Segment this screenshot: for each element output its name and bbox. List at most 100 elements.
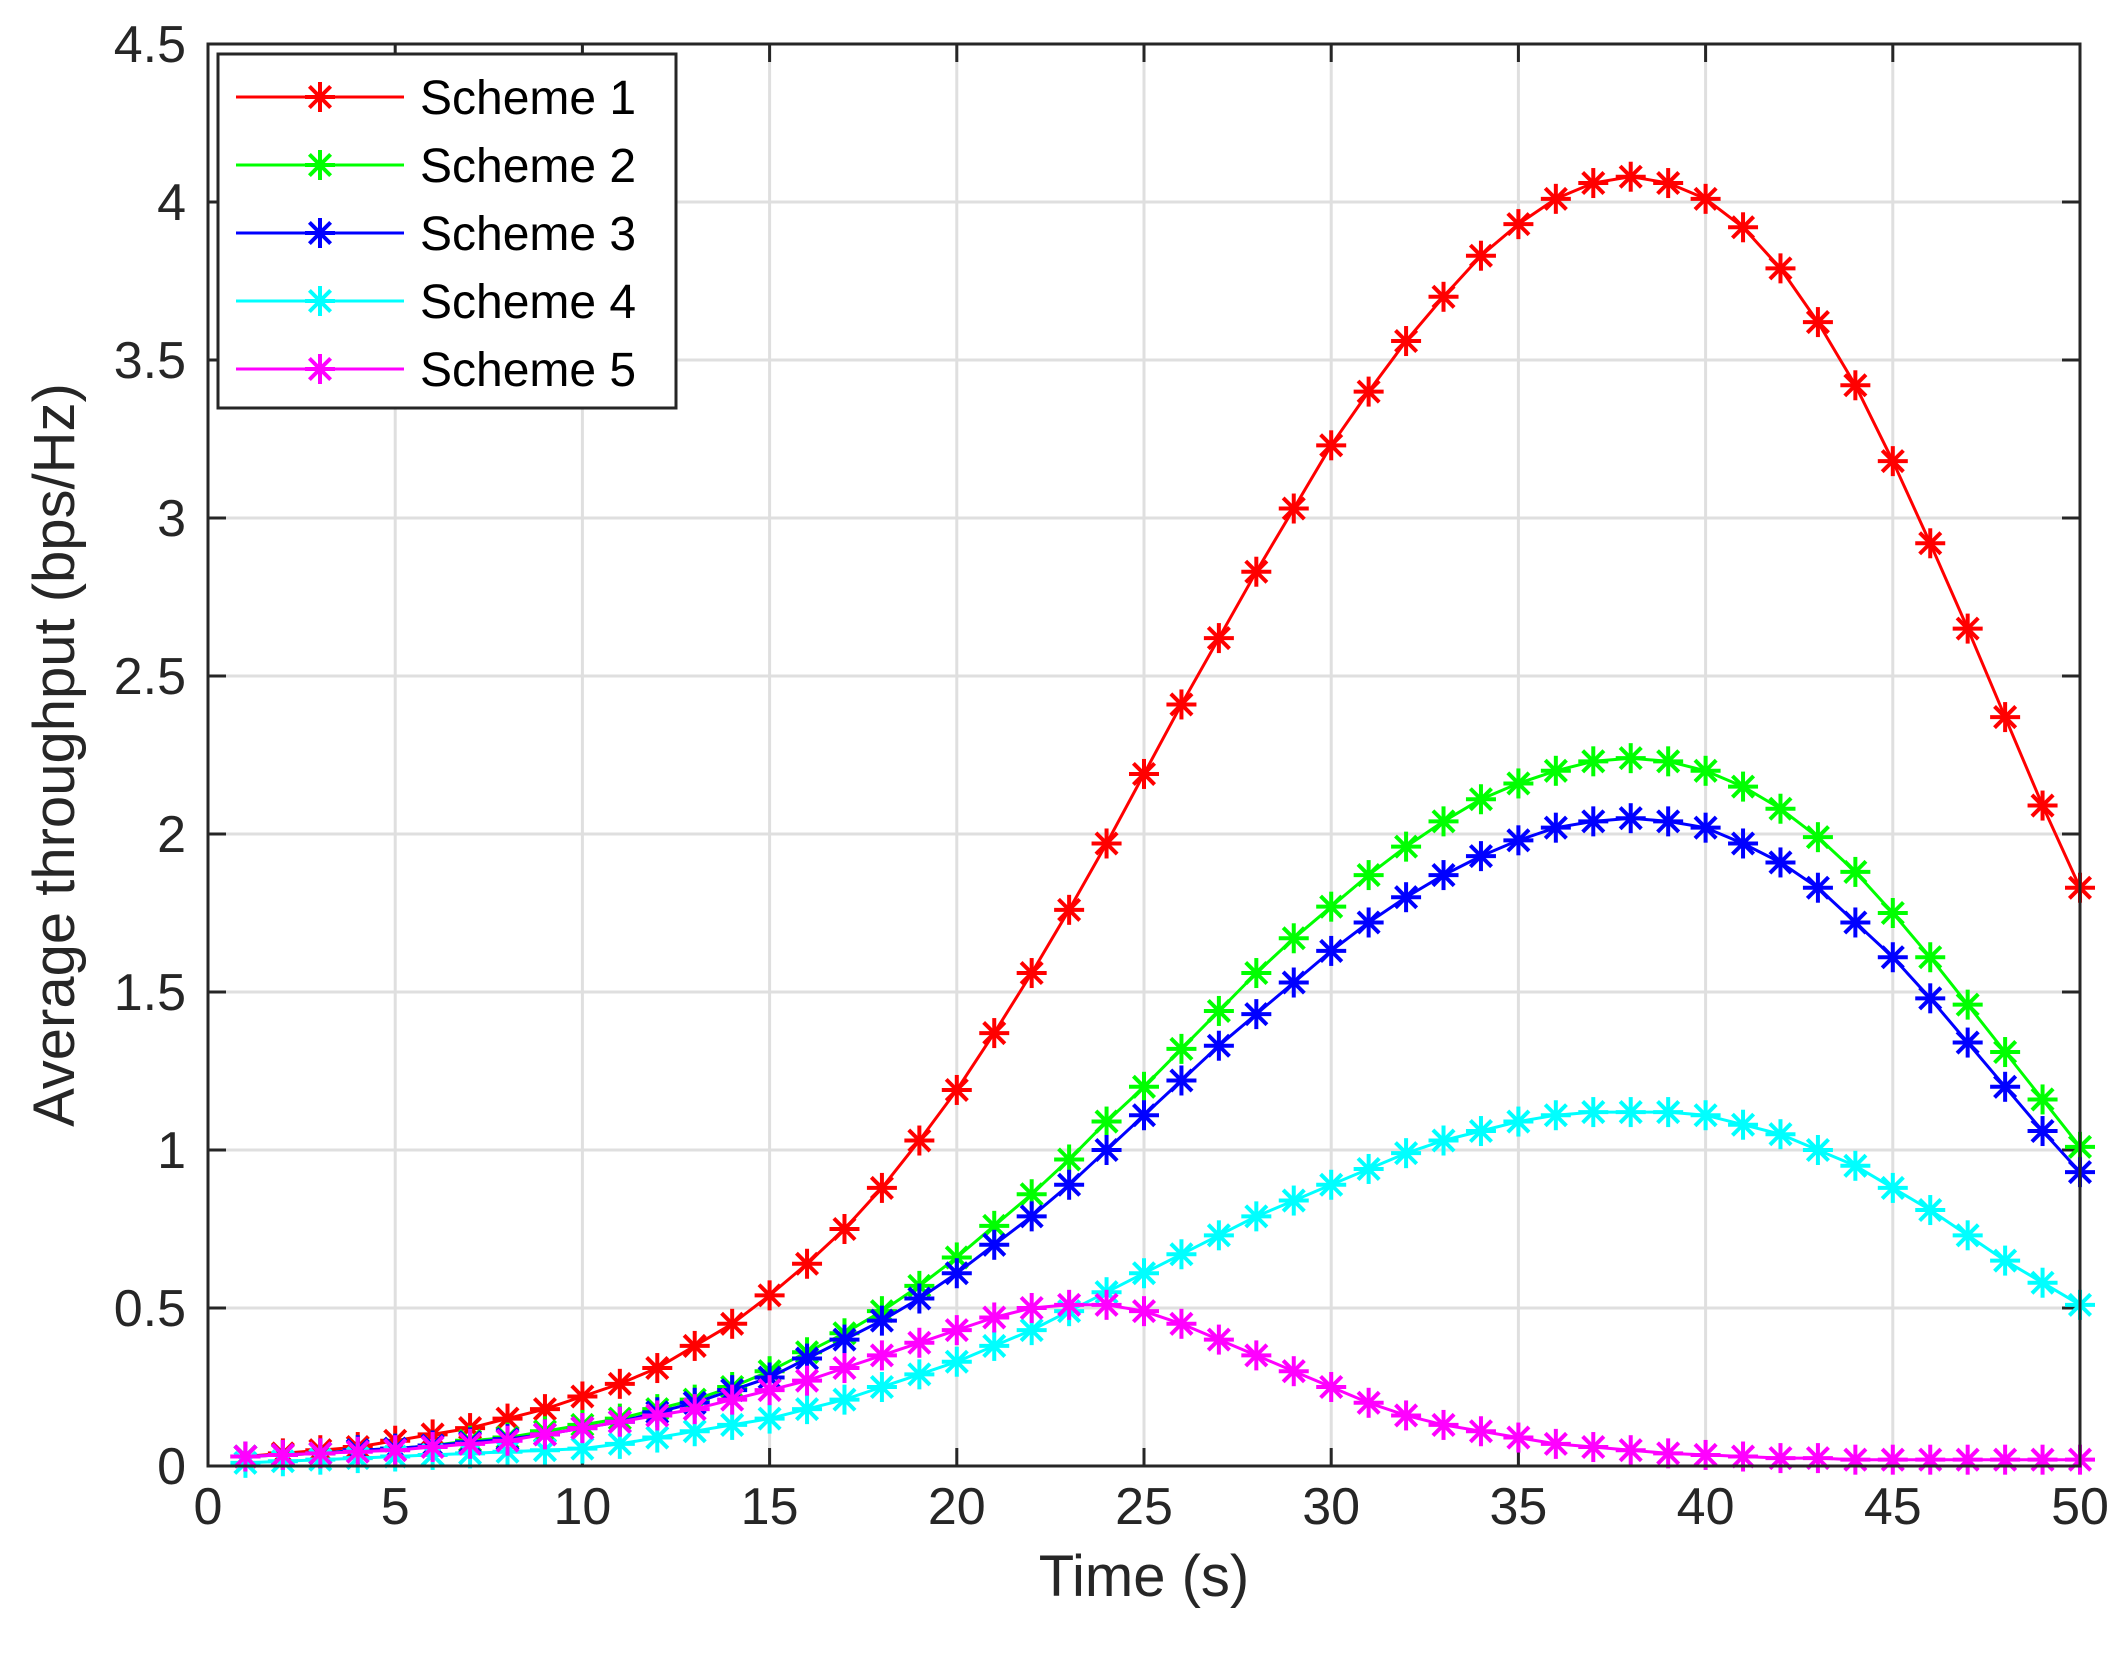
legend-item[interactable]: Scheme 1	[236, 72, 636, 125]
data-point	[1840, 1444, 1871, 1475]
data-point	[604, 1406, 635, 1437]
data-point	[1241, 999, 1272, 1030]
legend[interactable]: Scheme 1 Scheme 2 Scheme 3 Scheme 4 Scheme 5	[216, 52, 678, 410]
y-tick-label: 0	[157, 1438, 186, 1496]
data-point	[1915, 942, 1946, 973]
data-point	[1203, 1220, 1234, 1251]
data-point	[305, 1438, 336, 1469]
data-point	[1166, 1065, 1197, 1096]
data-point	[1428, 806, 1459, 837]
data-point	[1653, 1097, 1684, 1128]
y-tick-label: 3	[157, 490, 186, 548]
legend-label: Scheme 3	[420, 208, 636, 261]
data-point	[1316, 430, 1347, 461]
data-point	[1016, 1293, 1047, 1323]
data-point	[1615, 743, 1646, 774]
x-tick-label: 35	[1489, 1478, 1547, 1536]
data-point	[1653, 746, 1684, 777]
data-point	[1690, 183, 1721, 214]
y-tick-label: 1.5	[114, 964, 186, 1022]
data-point	[1465, 240, 1496, 271]
data-point	[1129, 1258, 1159, 1289]
data-point	[1802, 1135, 1833, 1165]
data-point	[979, 1330, 1010, 1361]
data-point	[2027, 790, 2058, 821]
data-point	[1915, 983, 1946, 1014]
data-point	[1990, 1444, 2021, 1475]
data-point	[904, 1327, 935, 1358]
data-point	[1578, 1097, 1609, 1128]
data-point	[904, 1125, 935, 1156]
data-point	[1765, 1119, 1796, 1150]
data-point	[1503, 825, 1534, 856]
data-point	[941, 1074, 972, 1105]
data-point	[1690, 1439, 1721, 1470]
legend-item[interactable]: Scheme 3	[236, 208, 636, 261]
legend-marker	[305, 150, 335, 180]
data-point	[1578, 168, 1609, 199]
data-point	[1241, 556, 1272, 587]
data-point	[2027, 1267, 2058, 1298]
y-tick-label: 4.5	[114, 16, 186, 74]
data-point	[567, 1381, 598, 1412]
data-point	[1765, 1443, 1796, 1474]
data-point	[1054, 1289, 1085, 1320]
data-point	[1166, 1308, 1197, 1339]
data-point	[604, 1368, 635, 1399]
data-point	[1578, 806, 1609, 837]
data-point	[792, 1394, 823, 1425]
data-point	[1129, 1100, 1159, 1131]
data-point	[1802, 1443, 1833, 1474]
data-point	[1728, 212, 1759, 243]
data-point	[1241, 958, 1272, 989]
data-point	[1765, 253, 1796, 284]
data-point	[1353, 376, 1384, 407]
data-point	[829, 1214, 860, 1244]
data-point	[1952, 1220, 1983, 1251]
legend-item[interactable]: Scheme 5	[236, 344, 636, 397]
data-point	[1465, 1116, 1496, 1147]
data-point	[1765, 793, 1796, 824]
data-point	[1278, 923, 1309, 954]
data-point	[1728, 828, 1759, 859]
data-point	[1653, 168, 1684, 199]
data-point	[1952, 1444, 1983, 1475]
data-point	[1840, 370, 1871, 401]
data-point	[979, 1018, 1010, 1049]
data-point	[829, 1353, 860, 1384]
data-point	[1802, 822, 1833, 853]
data-point	[642, 1353, 673, 1384]
data-point	[230, 1441, 261, 1472]
data-point	[1054, 1144, 1085, 1175]
data-point	[679, 1394, 710, 1425]
data-point	[1540, 812, 1571, 843]
data-point	[1428, 1125, 1459, 1156]
data-point	[1465, 1416, 1496, 1447]
data-point	[380, 1435, 411, 1466]
data-point	[1316, 935, 1347, 966]
data-point	[1615, 803, 1646, 834]
data-point	[1690, 1100, 1721, 1131]
data-point	[1840, 907, 1871, 938]
data-point	[1615, 161, 1646, 192]
data-point	[1503, 1106, 1534, 1137]
data-point	[941, 1315, 972, 1346]
data-point	[717, 1384, 748, 1415]
data-point	[1877, 942, 1908, 973]
x-tick-label: 25	[1115, 1478, 1173, 1536]
data-point	[1877, 1444, 1908, 1475]
legend-item[interactable]: Scheme 2	[236, 140, 636, 193]
data-point	[1690, 755, 1721, 786]
legend-label: Scheme 1	[420, 72, 636, 125]
x-tick-label: 5	[381, 1478, 410, 1536]
data-point	[979, 1229, 1010, 1260]
y-tick-label: 2	[157, 806, 186, 864]
data-point	[904, 1359, 935, 1390]
data-point	[1391, 882, 1422, 913]
data-point	[1877, 898, 1908, 928]
data-point	[1990, 702, 2021, 733]
data-point	[1615, 1435, 1646, 1466]
legend-item[interactable]: Scheme 4	[236, 276, 636, 329]
data-point	[1203, 623, 1234, 654]
data-point	[1840, 1150, 1871, 1181]
